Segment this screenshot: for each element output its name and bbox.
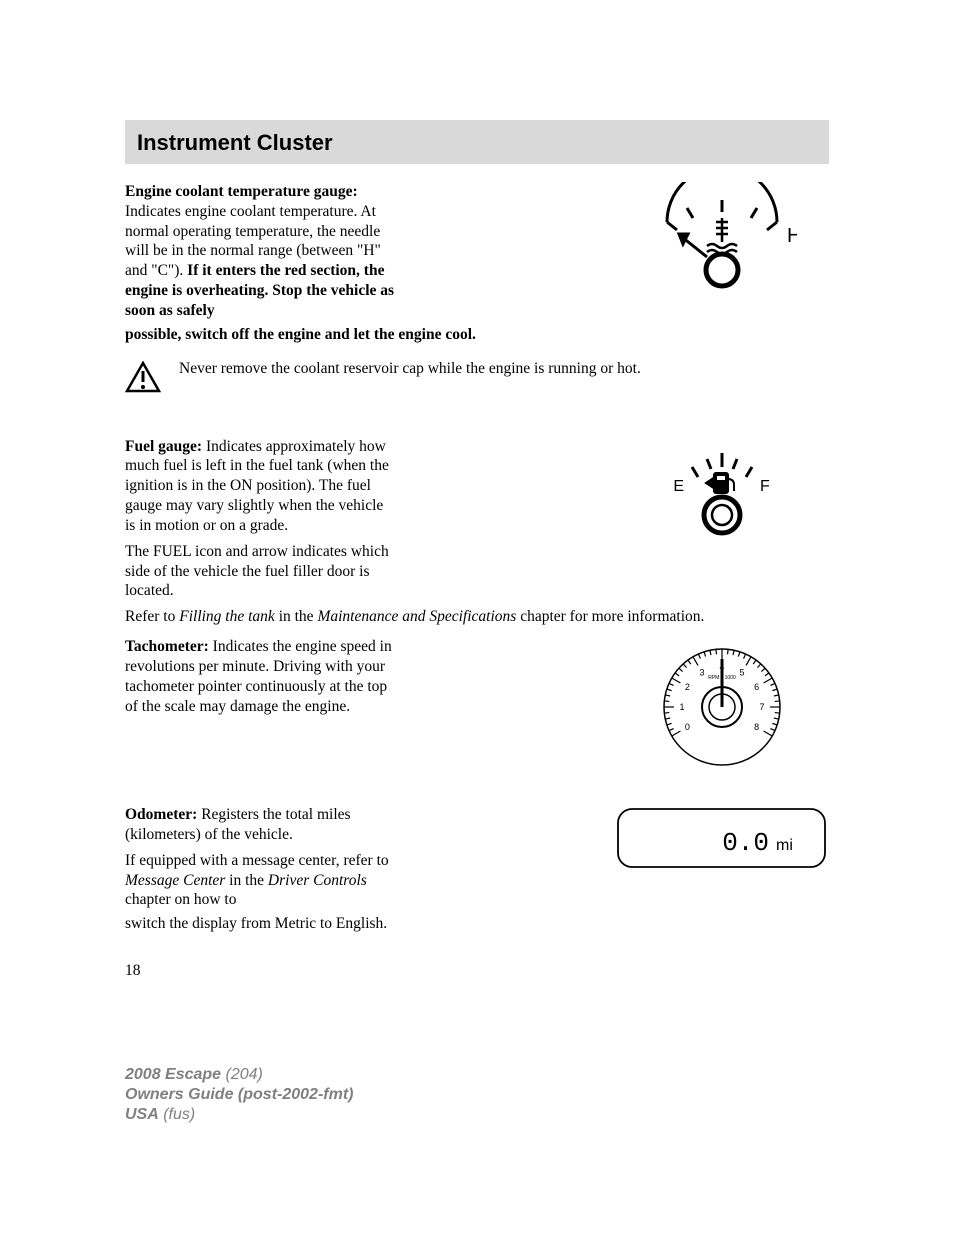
fuel-e-label: E [673,478,684,495]
odo-para-2b: switch the display from Metric to Englis… [125,914,829,934]
footer-l1b: 2008 Escape [125,1066,221,1083]
warning-icon [125,361,161,393]
tach-para-1: Tachometer: Indicates the engine speed i… [125,637,395,716]
footer-l1i: (204) [221,1066,263,1083]
odo-display-icon: 0.0 mi [614,805,829,875]
odo-para-1: Odometer: Registers the total miles (kil… [125,805,395,845]
odo-b2-post-a: chapter on how to [125,891,236,908]
fuel-b3-it2: Maintenance and Specifications [317,608,516,625]
svg-text:5: 5 [739,667,744,677]
footer-l2b: Owners Guide (post-2002-fmt) [125,1086,353,1103]
fuel-gauge-figure: E F [614,437,829,547]
warning-box: Never remove the coolant reservoir cap w… [125,359,829,393]
fuel-section: E F Fuel gauge: Indicates approximately … [125,437,829,627]
coolant-h-label: H [787,225,797,247]
section-title: Instrument Cluster [137,130,817,156]
fuel-para-1: Fuel gauge: Indicates approximately how … [125,437,395,536]
svg-text:7: 7 [759,702,764,712]
coolant-section: H Engine coolant temperature gauge: Indi… [125,182,829,345]
fuel-para-3: Refer to Filling the tank in the Mainten… [125,607,829,627]
footer-l3i: (fus) [159,1106,195,1123]
odo-b2-pre: If equipped with a message center, refer… [125,852,389,869]
section-header: Instrument Cluster [125,120,829,164]
odo-unit: mi [776,837,793,854]
fuel-para-2: The FUEL icon and arrow indicates which … [125,542,395,601]
svg-text:8: 8 [754,722,759,732]
fuel-b3-it1: Filling the tank [179,608,275,625]
footer: 2008 Escape (204) Owners Guide (post-200… [125,1065,353,1125]
svg-text:2: 2 [684,682,689,692]
odo-para-2a: If equipped with a message center, refer… [125,851,395,910]
tach-section: 012345678 RPM x 1000 Tachometer: Indicat… [125,637,829,716]
odo-lead: Odometer: [125,806,197,823]
svg-text:3: 3 [699,667,704,677]
svg-text:6: 6 [754,682,759,692]
odo-b2-it1: Message Center [125,872,225,889]
fuel-b3-mid: in the [275,608,318,625]
fuel-b3-post: chapter for more information. [516,608,704,625]
coolant-bold2-b: possible, switch off the engine and let … [125,325,829,345]
fuel-f-label: F [760,478,770,495]
tach-unit: RPM x 1000 [708,675,736,681]
fuel-gauge-icon: E F [642,437,802,547]
fuel-b3-pre: Refer to [125,608,179,625]
footer-l3b: USA [125,1106,159,1123]
tach-gauge-icon: 012345678 RPM x 1000 [642,637,802,777]
svg-text:1: 1 [679,702,684,712]
warning-text: Never remove the coolant reservoir cap w… [179,359,829,379]
tach-gauge-figure: 012345678 RPM x 1000 [614,637,829,777]
page-number: 18 [125,962,829,980]
svg-text:0: 0 [684,722,689,732]
coolant-lead: Engine coolant temperature gauge: [125,183,358,200]
coolant-gauge-icon: H [647,182,797,292]
odo-figure: 0.0 mi [614,805,829,875]
coolant-gauge-figure: H [614,182,829,292]
odo-b2-it2: Driver Controls [268,872,367,889]
coolant-para-1: Engine coolant temperature gauge: Indica… [125,182,395,321]
odo-b2-mid: in the [225,872,268,889]
fuel-lead: Fuel gauge: [125,438,202,455]
odo-value: 0.0 [722,828,769,858]
tach-lead: Tachometer: [125,638,209,655]
odo-section: 0.0 mi Odometer: Registers the total mil… [125,805,829,934]
